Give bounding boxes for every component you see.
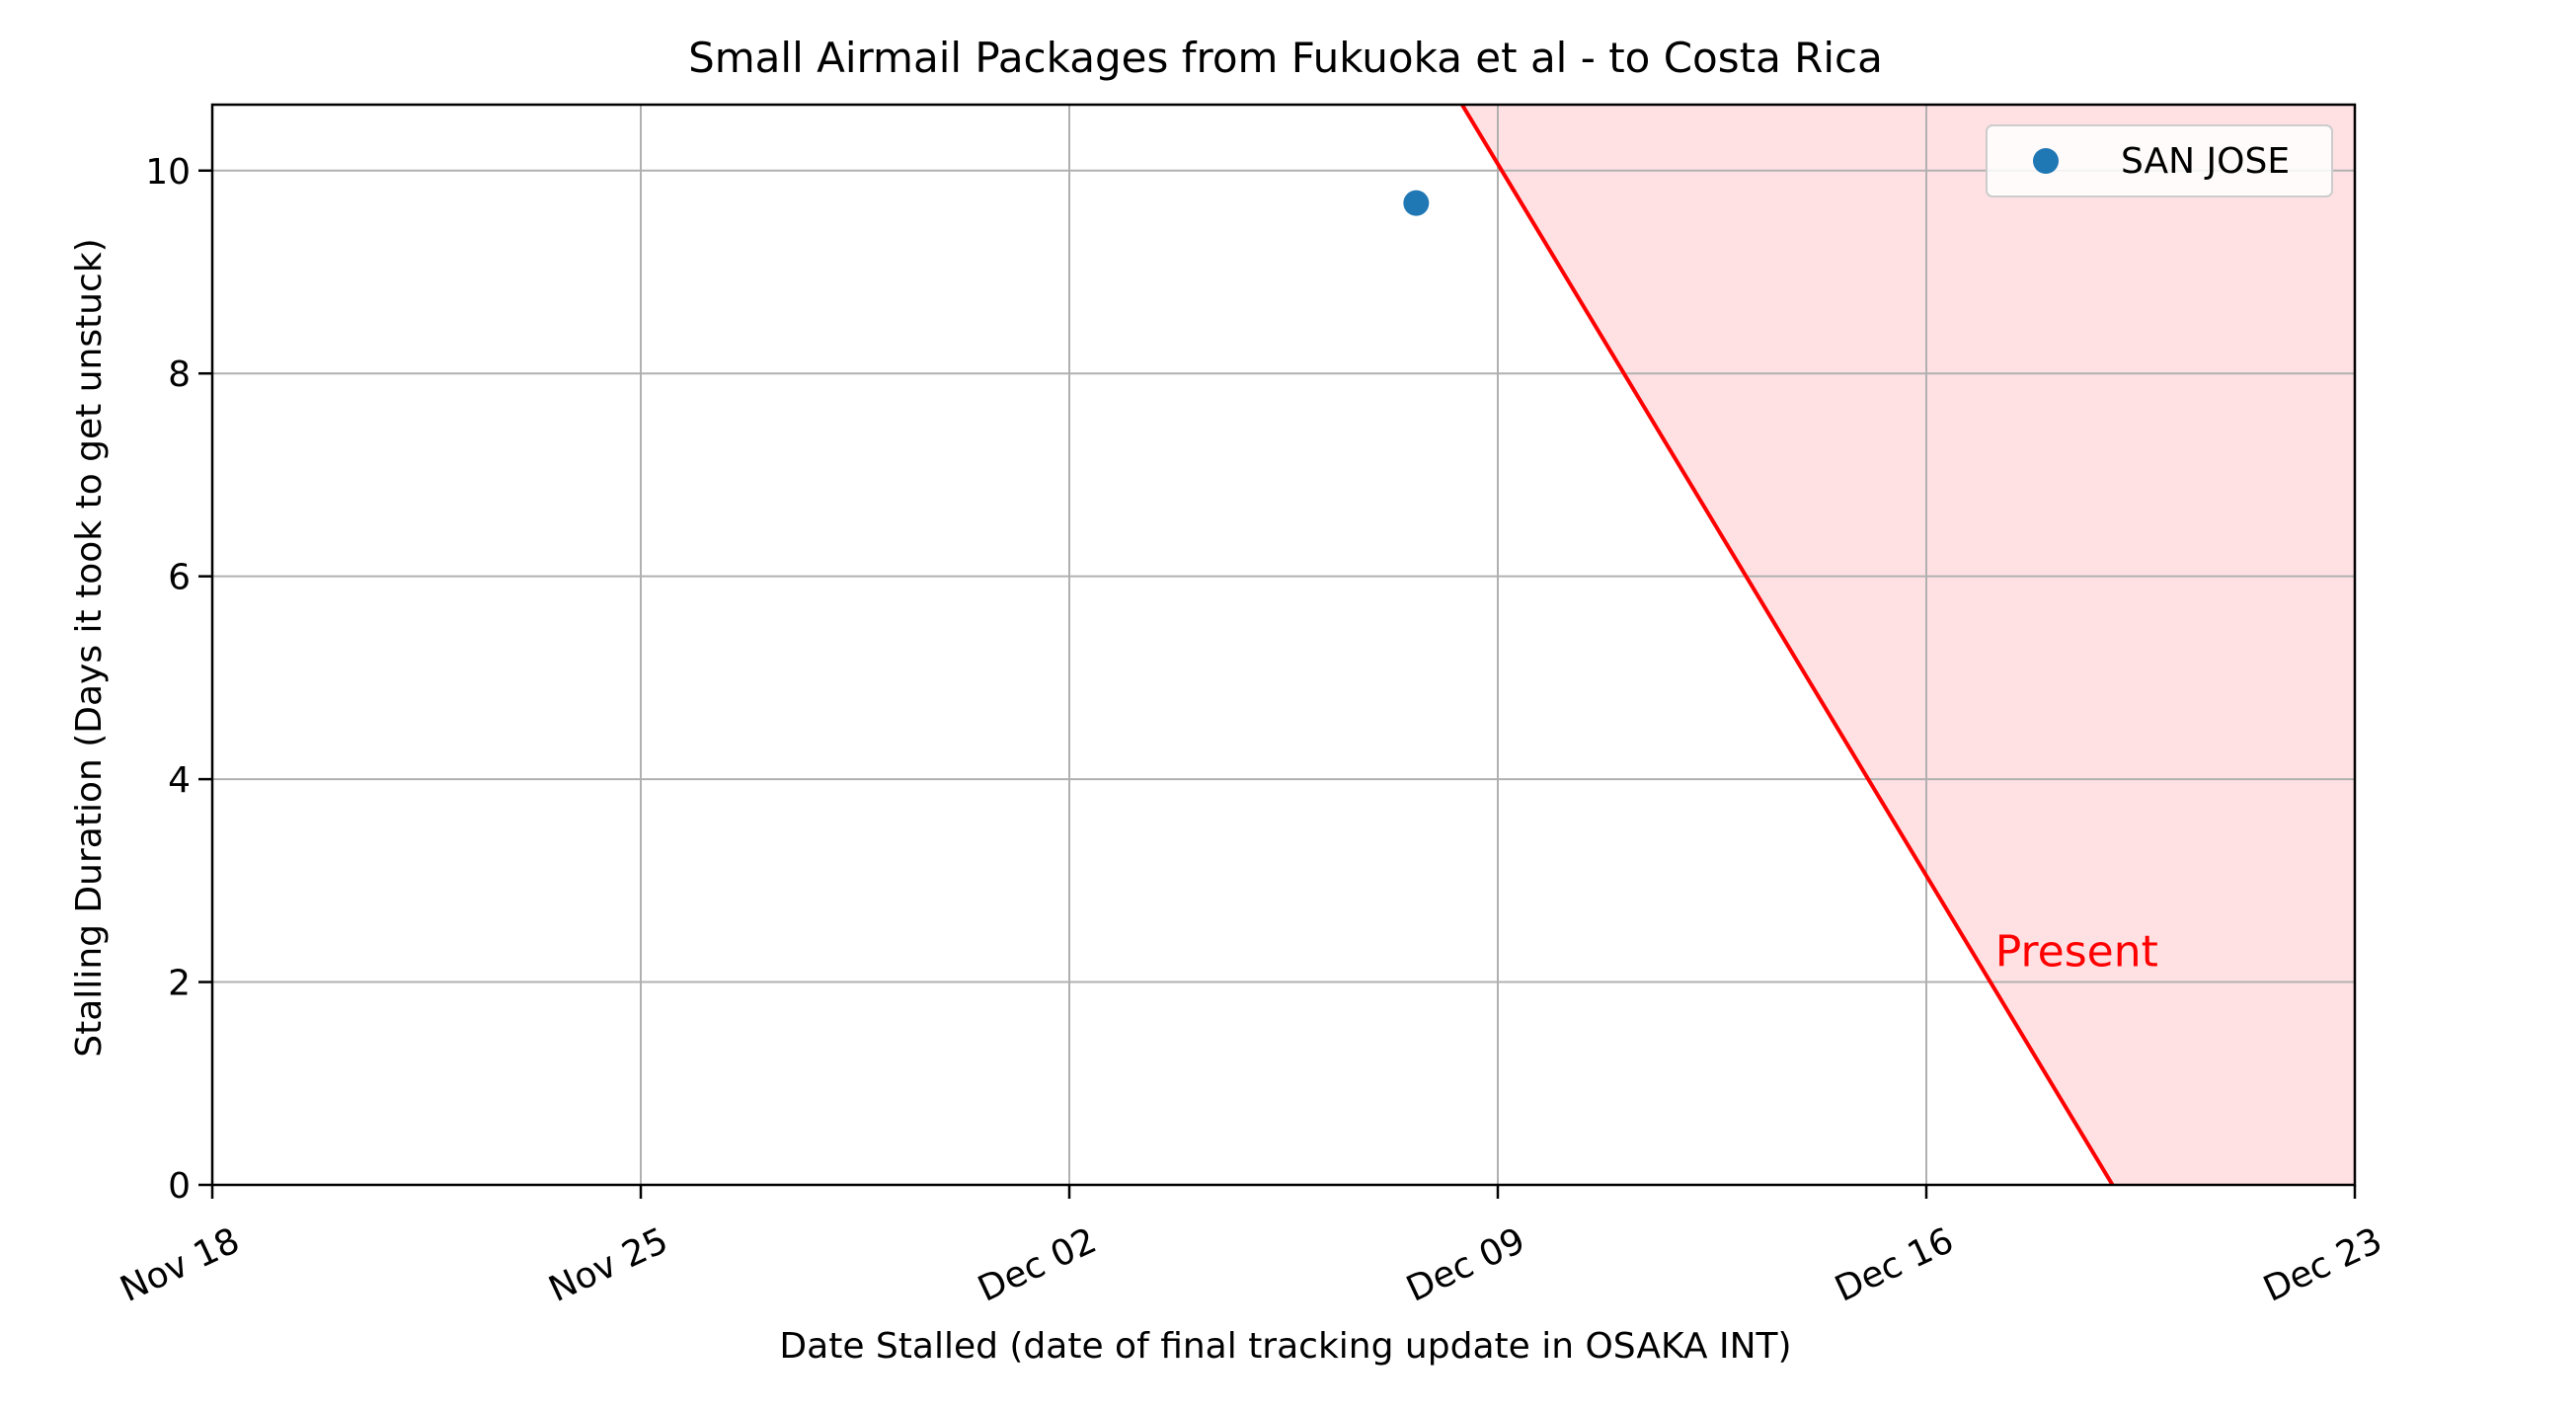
y-tick-label: 10 <box>145 152 191 193</box>
y-tick-label: 4 <box>168 760 191 801</box>
y-tick-label: 2 <box>168 964 191 1004</box>
plot-frame <box>210 103 2357 1187</box>
legend: SAN JOSE <box>1986 124 2333 197</box>
legend-box <box>1986 124 2333 197</box>
y-tick-label: 0 <box>168 1166 191 1207</box>
y-axis-ticks: 0 2 4 6 8 10 <box>145 152 212 1207</box>
data-points <box>1403 190 1430 216</box>
y-axis-label: Stalling Duration (Days it took to get u… <box>69 238 110 1057</box>
legend-label-san-jose: SAN JOSE <box>2121 141 2290 182</box>
legend-marker-san-jose <box>2033 148 2059 174</box>
y-tick-label: 6 <box>168 558 191 598</box>
present-line <box>1460 103 2115 1187</box>
chart-title: Small Airmail Packages from Fukuoka et a… <box>688 34 1883 82</box>
present-shaded-region <box>1461 105 2355 1185</box>
data-point-san-jose <box>1403 190 1430 216</box>
present-label: Present <box>1995 927 2158 978</box>
y-tick-label: 8 <box>168 354 191 395</box>
x-axis-label: Date Stalled (date of final tracking upd… <box>779 1326 1791 1367</box>
